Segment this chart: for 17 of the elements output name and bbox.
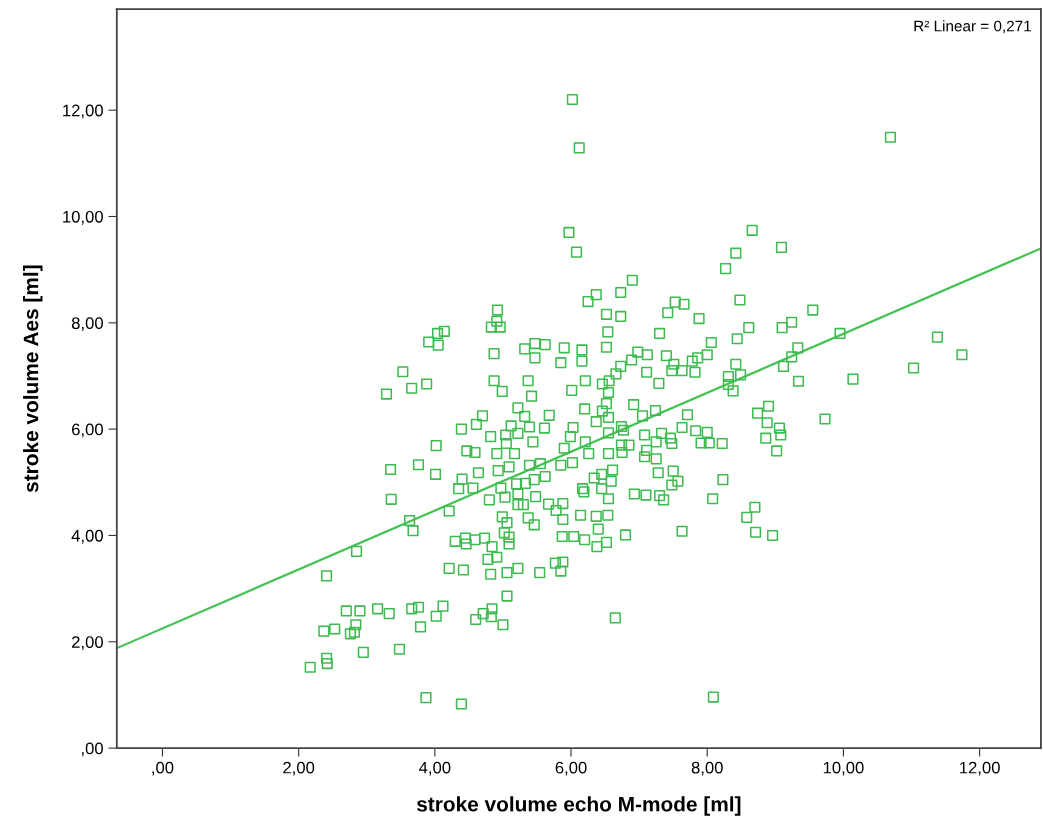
y-tick-label: 6,00	[72, 423, 103, 438]
y-tick-label: ,00	[81, 742, 103, 757]
x-axis-title: stroke volume echo M-mode [ml]	[416, 796, 741, 816]
x-tick-label: 6,00	[555, 761, 587, 776]
x-tick-label: 10,00	[823, 761, 864, 776]
x-tick-label: 12,00	[960, 761, 1000, 776]
annotation: R² Linear = 0,271	[914, 20, 1031, 34]
y-axis-title: stroke volume Aes [ml]	[23, 265, 43, 493]
y-tick-label: 4,00	[71, 529, 103, 544]
y-tick-label: 2,00	[72, 636, 103, 650]
y-tick-label: 12,00	[63, 104, 103, 119]
x-tick-label: 2,00	[283, 761, 315, 776]
y-tick-label: 8,00	[71, 317, 103, 331]
y-tick-label: 10,00	[63, 210, 103, 225]
x-tick-label: ,00	[152, 761, 174, 776]
x-tick-label: 8,00	[691, 761, 723, 776]
x-tick-label: 4,00	[419, 761, 451, 776]
